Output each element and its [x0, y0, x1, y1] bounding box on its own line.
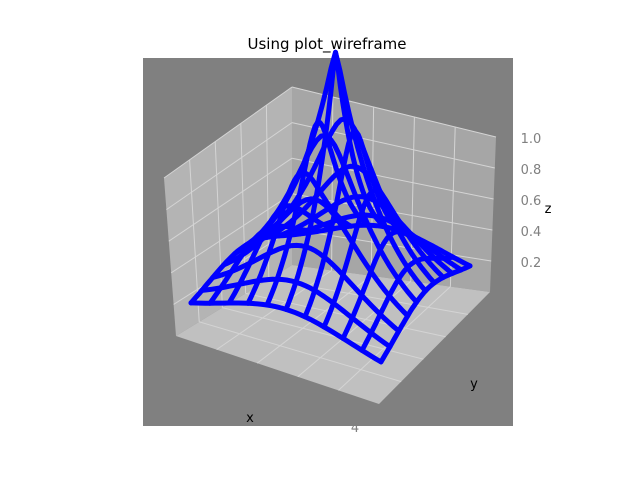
grid-line	[166, 122, 293, 211]
wire-line	[297, 222, 473, 269]
grid-line	[170, 193, 293, 274]
wire-line	[286, 212, 464, 273]
grid-line	[291, 157, 494, 200]
z-tick-label: 1.0	[521, 132, 542, 147]
z-tick-label: 0.4	[521, 225, 542, 240]
wire-line	[210, 242, 402, 334]
grid-line	[216, 269, 332, 351]
grid-line	[214, 141, 223, 308]
z-tick-labels: 1.0 0.8 0.6 0.4 0.2	[521, 132, 542, 271]
chart-title: Using plot_wireframe	[248, 35, 407, 54]
wire-line	[275, 194, 455, 276]
z-tick-label: 0.6	[521, 194, 542, 209]
x-axis-label: x	[246, 411, 254, 426]
wire-line	[264, 163, 446, 280]
wire-line	[253, 116, 437, 286]
z-tick-label: 0.2	[521, 256, 542, 271]
x-tick-label: 4	[351, 421, 359, 436]
z-axis-label: z	[545, 202, 552, 217]
grid-line	[163, 86, 293, 179]
wire-line	[243, 49, 428, 294]
grid-line	[199, 321, 402, 383]
wireframe-surface	[188, 49, 473, 365]
wire-line	[199, 276, 393, 350]
wire-line	[188, 300, 384, 365]
z-tick-label: 0.8	[521, 163, 542, 178]
y-axis-label: y	[470, 377, 478, 392]
pane-right	[292, 87, 496, 292]
grid-line	[168, 157, 293, 242]
grid-line	[449, 126, 456, 287]
